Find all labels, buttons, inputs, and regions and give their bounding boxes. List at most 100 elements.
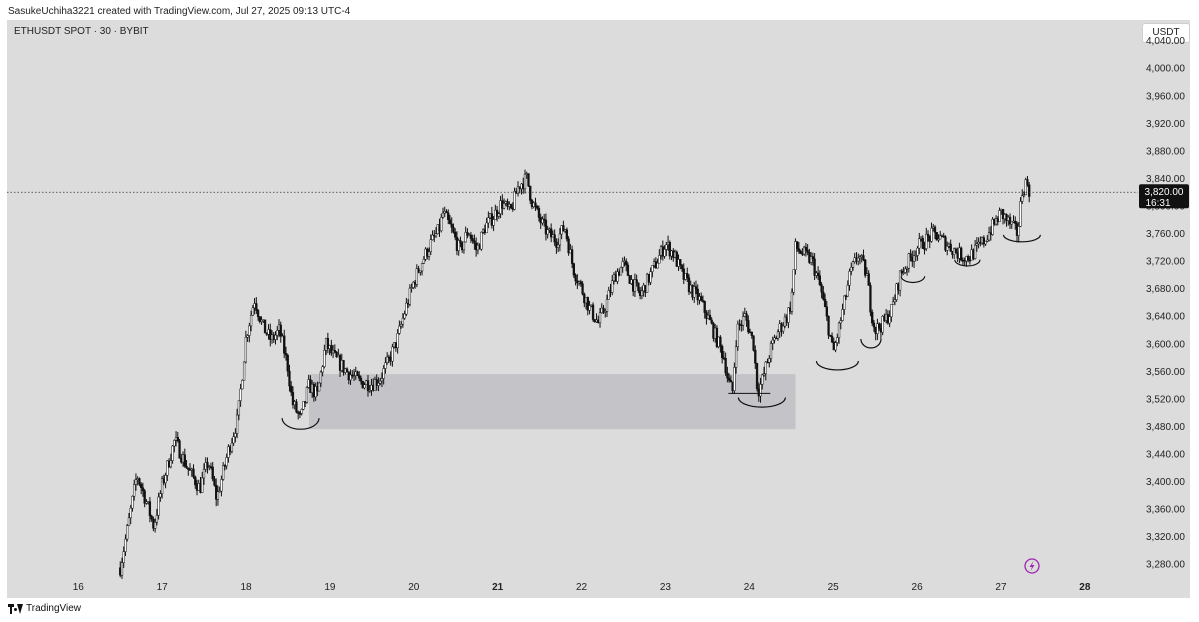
candle-body [454,231,457,238]
candle-body [401,317,405,325]
candle-body [968,259,972,262]
y-tick-label: 3,840.00 [1146,174,1185,185]
candle-body [150,515,153,520]
candle-body [159,493,162,498]
candle-body [846,284,849,297]
candle-body [155,514,159,523]
candle-body [485,222,488,234]
candle-body [244,337,248,363]
y-tick-label: 3,680.00 [1146,284,1185,295]
candle-body [902,272,905,274]
candle-body [843,295,846,310]
candle-body [457,240,460,251]
candle-body [160,478,164,494]
annotation-arc [954,259,981,267]
candle-body [342,360,345,373]
candle-body [729,380,733,383]
candle-body [391,346,394,362]
candle-body [164,475,167,484]
candle-body [201,477,204,493]
candle-body [605,299,609,312]
candle-body [794,241,797,270]
candle-body [405,302,408,315]
candle-body [949,243,952,252]
candle-body [480,231,483,250]
candle-body [290,385,293,393]
candle-body [687,277,691,293]
candle-body [710,319,713,324]
candle-body [141,487,145,492]
candle-body [544,219,548,235]
candle-body [529,185,532,201]
candle-body [384,362,387,369]
candle-body [799,250,802,254]
candle-body [862,255,865,261]
candle-body [820,284,823,293]
currency-button[interactable]: USDT [1142,23,1190,43]
candle-body [326,337,330,349]
candle-body [537,208,541,218]
candle-body [276,330,279,336]
candle-body [686,273,689,278]
x-tick-label: 26 [912,582,924,593]
x-tick-label: 21 [492,582,504,593]
candle-body [869,285,872,313]
candle-body [912,255,916,262]
y-tick-label: 3,520.00 [1146,394,1185,405]
candle-body [492,219,495,226]
candle-body [829,334,832,337]
candle-body [431,234,434,240]
candle-body [982,237,985,245]
candle-body [581,283,584,295]
y-tick-label: 3,440.00 [1146,450,1185,461]
candle-body [925,233,928,249]
candle-body [848,271,851,286]
candle-body [422,259,425,264]
candle-body [284,353,288,356]
candle-body [696,288,699,301]
candle-body [937,238,940,241]
candle-body [926,233,930,237]
lightning-icon[interactable] [1024,558,1040,574]
candle-body [914,255,917,257]
candle-body [1021,195,1024,202]
candle-body [830,335,834,343]
candle-body [232,436,235,444]
candle-body [918,238,921,249]
candle-body [427,251,431,257]
candle-body [138,478,141,485]
candle-body [736,323,739,348]
candle-body [375,379,378,386]
candle-body [813,258,816,276]
candle-body [703,301,706,313]
candle-body [867,273,870,286]
candle-body [726,372,729,379]
x-tick-label: 23 [660,582,672,593]
annotation-arc [900,276,926,284]
candle-body [403,313,406,319]
candle-body [251,307,254,316]
current-price-label [1139,184,1189,209]
candle-body [626,264,630,276]
candle-body [930,227,933,242]
candle-body [335,351,338,358]
candle-body [782,325,785,332]
candle-body [942,235,945,238]
x-tick-label: 28 [1079,582,1091,593]
tradingview-logo-icon [8,603,23,614]
candle-body [984,241,987,245]
y-tick-label: 3,920.00 [1146,119,1185,130]
candle-body [122,551,125,563]
chart-area[interactable] [7,20,1190,598]
candle-body [876,323,879,334]
candle-body [473,240,476,244]
candle-body [349,374,352,381]
candle-body [1017,226,1020,236]
candle-body [258,316,261,322]
candle-body [248,325,251,336]
y-tick-label: 3,880.00 [1146,146,1185,157]
candle-body [213,478,216,486]
candle-body [607,290,610,300]
footer-brand[interactable]: TradingView [8,603,81,614]
